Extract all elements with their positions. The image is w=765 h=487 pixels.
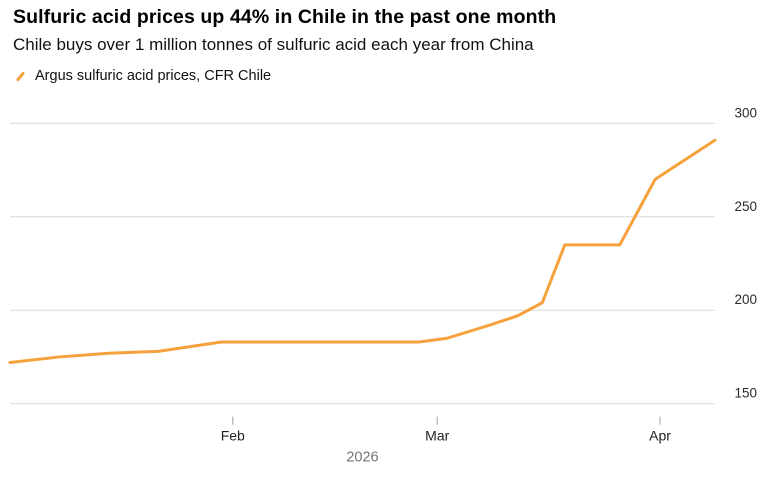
y-axis-label: 300	[734, 105, 757, 120]
legend-label: Argus sulfuric acid prices, CFR Chile	[35, 68, 272, 84]
y-axis-label: 150	[734, 386, 757, 401]
legend: Argus sulfuric acid prices, CFR Chile	[15, 68, 271, 84]
x-axis-year-label: 2026	[346, 450, 378, 466]
y-axis-label: 200	[734, 292, 757, 307]
x-axis-label: Feb	[221, 428, 245, 444]
x-axis-label: Mar	[425, 428, 449, 444]
chart-title: Sulfuric acid prices up 44% in Chile in …	[13, 6, 557, 28]
price-line-chart: 150 200 250 300 Feb Mar Apr 2026	[8, 105, 757, 466]
price-line-series	[8, 138, 717, 365]
y-axis-label: 250	[734, 199, 757, 214]
chart-subtitle: Chile buys over 1 million tonnes of sulf…	[13, 35, 534, 54]
x-axis-label: Apr	[649, 428, 671, 444]
chart-area: 150 200 250 300 Feb Mar Apr 2026	[0, 102, 765, 474]
legend-line-mark-icon	[15, 70, 26, 82]
